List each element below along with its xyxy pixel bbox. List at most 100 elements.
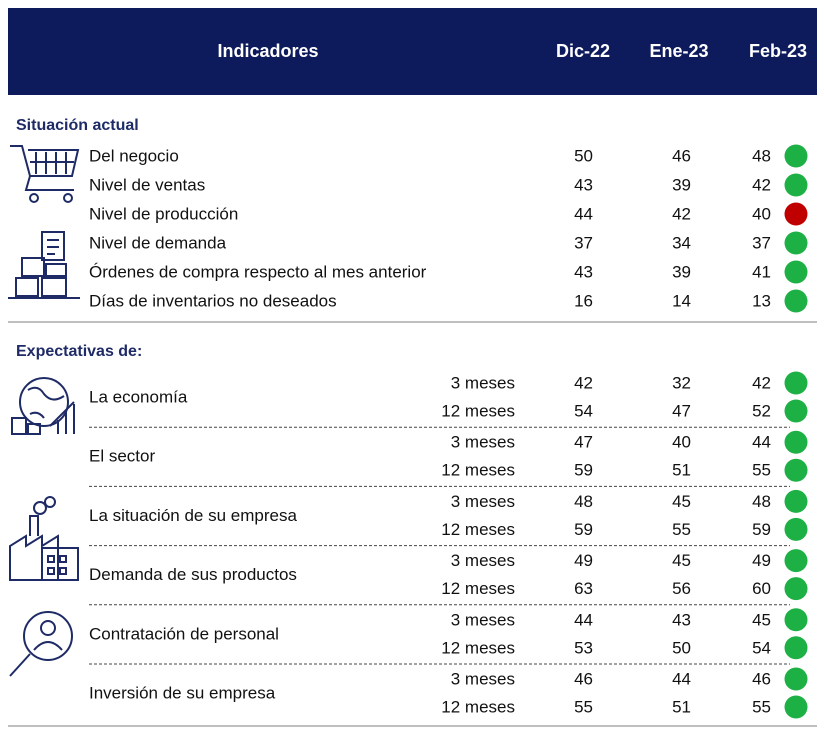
status-dot: [784, 489, 808, 513]
cell-value: 41: [752, 262, 771, 281]
cell-value: 44: [752, 433, 771, 452]
cell-value: 46: [672, 146, 691, 165]
cell-value: 40: [672, 433, 691, 452]
cell-value: 51: [672, 461, 691, 480]
row-label: Del negocio: [89, 146, 179, 165]
group-label: La situación de su empresa: [89, 506, 297, 525]
cell-value: 44: [574, 204, 593, 223]
column-header: Dic-22: [556, 41, 610, 61]
cell-value: 50: [672, 638, 691, 657]
cell-value: 60: [752, 579, 771, 598]
group-label: Contratación de personal: [89, 624, 279, 643]
cell-value: 55: [752, 697, 771, 716]
column-header: Feb-23: [749, 41, 807, 61]
cell-value: 51: [672, 697, 691, 716]
status-dot: [784, 608, 808, 632]
header-title: Indicadores: [217, 41, 318, 61]
cell-value: 32: [672, 373, 691, 392]
status-dot: [784, 260, 808, 284]
horizon-label: 12 meses: [441, 520, 515, 539]
horizon-label: 3 meses: [451, 669, 515, 688]
cell-value: 42: [672, 204, 691, 223]
cell-value: 54: [752, 638, 771, 657]
horizon-label: 3 meses: [451, 610, 515, 629]
cell-value: 47: [672, 401, 691, 420]
group-label: La economía: [89, 387, 188, 406]
inventory-icon: [8, 231, 80, 299]
row-label: Días de inventarios no deseados: [89, 291, 337, 310]
status-dot: [784, 144, 808, 168]
cell-value: 16: [574, 291, 593, 310]
cell-value: 37: [574, 233, 593, 252]
status-dot: [784, 399, 808, 423]
row-label: Nivel de producción: [89, 204, 238, 223]
cell-value: 43: [672, 610, 691, 629]
cell-value: 48: [574, 492, 593, 511]
row-label: Nivel de ventas: [89, 175, 205, 194]
section-title: Situación actual: [16, 117, 139, 134]
status-dot: [784, 517, 808, 541]
cell-value: 50: [574, 146, 593, 165]
cell-value: 49: [752, 551, 771, 570]
cell-value: 42: [752, 175, 771, 194]
status-dot: [784, 667, 808, 691]
cell-value: 45: [752, 610, 771, 629]
status-dot: [784, 173, 808, 197]
cell-value: 59: [574, 520, 593, 539]
cart-icon: [10, 145, 80, 203]
cell-value: 45: [672, 492, 691, 511]
cell-value: 44: [574, 610, 593, 629]
status-dot: [784, 231, 808, 255]
status-dot: [784, 549, 808, 573]
status-dot: [784, 289, 808, 313]
horizon-label: 12 meses: [441, 401, 515, 420]
horizon-label: 12 meses: [441, 579, 515, 598]
cell-value: 47: [574, 433, 593, 452]
cell-value: 46: [574, 669, 593, 688]
horizon-label: 12 meses: [441, 461, 515, 480]
status-dot: [784, 430, 808, 454]
status-dot: [784, 202, 808, 226]
horizon-label: 3 meses: [451, 492, 515, 511]
cell-value: 42: [752, 373, 771, 392]
search-person-icon: [9, 611, 73, 677]
cell-value: 54: [574, 401, 593, 420]
cell-value: 42: [574, 373, 593, 392]
status-dot: [784, 695, 808, 719]
cell-value: 53: [574, 638, 593, 657]
economy-icon: [11, 377, 75, 435]
cell-value: 43: [574, 262, 593, 281]
status-dot: [784, 458, 808, 482]
horizon-label: 3 meses: [451, 433, 515, 452]
cell-value: 59: [574, 461, 593, 480]
cell-value: 37: [752, 233, 771, 252]
cell-value: 49: [574, 551, 593, 570]
factory-icon: [9, 496, 79, 581]
horizon-label: 3 meses: [451, 551, 515, 570]
cell-value: 34: [672, 233, 691, 252]
cell-value: 46: [752, 669, 771, 688]
status-dot: [784, 371, 808, 395]
horizon-label: 3 meses: [451, 373, 515, 392]
cell-value: 56: [672, 579, 691, 598]
column-header: Ene-23: [649, 41, 708, 61]
cell-value: 52: [752, 401, 771, 420]
row-label: Órdenes de compra respecto al mes anteri…: [89, 262, 427, 281]
section-title: Expectativas de:: [16, 343, 142, 360]
row-label: Nivel de demanda: [89, 233, 227, 252]
horizon-label: 12 meses: [441, 697, 515, 716]
horizon-label: 12 meses: [441, 638, 515, 657]
cell-value: 44: [672, 669, 691, 688]
cell-value: 59: [752, 520, 771, 539]
cell-value: 14: [672, 291, 691, 310]
group-label: Inversión de su empresa: [89, 683, 276, 702]
cell-value: 39: [672, 262, 691, 281]
cell-value: 55: [574, 697, 593, 716]
status-dot: [784, 577, 808, 601]
cell-value: 13: [752, 291, 771, 310]
cell-value: 55: [752, 461, 771, 480]
cell-value: 63: [574, 579, 593, 598]
group-label: El sector: [89, 447, 155, 466]
group-label: Demanda de sus productos: [89, 565, 297, 584]
